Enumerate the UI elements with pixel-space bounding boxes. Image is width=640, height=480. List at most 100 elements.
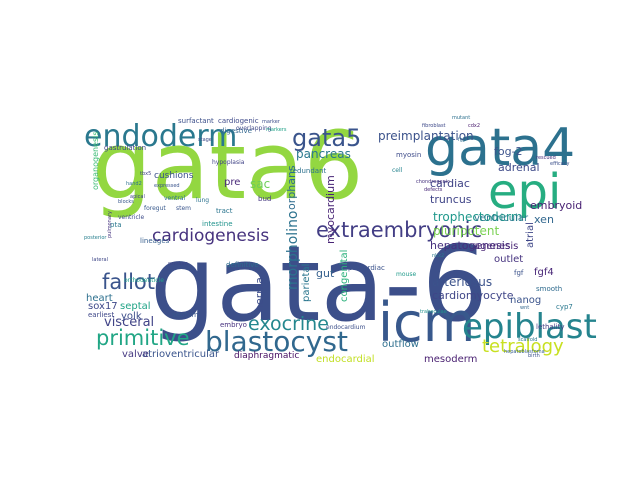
word-ventricular: ventricular: [474, 213, 529, 224]
word-cardiac: cardiac: [430, 177, 470, 190]
word-pta: pta: [110, 221, 122, 229]
word-marker: marker: [262, 119, 280, 125]
word-fog-2: fog-2: [494, 145, 523, 158]
word-earliest: earliest: [88, 311, 115, 319]
word-agenesis: agenesis: [474, 241, 519, 252]
word-posterior: posterior: [84, 235, 107, 241]
word-adrenal: adrenal: [498, 161, 540, 174]
word-mouse: mouse: [396, 271, 417, 278]
word-gata4: gata4: [425, 118, 576, 178]
word-ventral: ventral: [164, 195, 186, 202]
word-cell: cell: [392, 167, 403, 174]
word-icm: icm: [378, 291, 476, 354]
word-cardiogenesis: cardiogenesis: [152, 226, 270, 246]
word-endocardial: endocardial: [316, 354, 375, 365]
word-mesoderm: mesoderm: [424, 354, 478, 365]
word-lethality: lethality: [536, 323, 565, 331]
word-hepatoblastoma: hepatoblastoma: [504, 349, 545, 355]
word-hand2: hand2: [126, 181, 142, 187]
word-lineages: lineages: [140, 237, 170, 245]
word-embryoid: embryoid: [530, 199, 583, 212]
word-smooth: smooth: [536, 285, 563, 293]
word-myosin: myosin: [396, 151, 422, 159]
word-atrioventricular: atrioventricular: [142, 349, 220, 360]
word-gata6: gata6: [92, 112, 364, 221]
word-trabeculae: trabeculae: [420, 309, 447, 315]
word-fgfr: fgfr: [458, 137, 467, 143]
word-foregut: foregut: [144, 205, 166, 212]
word-septal: septal: [120, 301, 151, 312]
word-sox17: sox17: [88, 301, 118, 312]
word-ventricle: ventricle: [118, 214, 145, 221]
word-osmium: osmium: [168, 261, 188, 267]
word-yolk: yolk: [121, 311, 142, 322]
word-atrial: atrial: [525, 222, 536, 248]
word-valve: valve: [122, 349, 149, 360]
word-rescued: rescued: [536, 155, 556, 161]
word-wnt: wnt: [520, 305, 530, 311]
word-truncus: truncus: [430, 193, 472, 206]
word-markers: markers: [266, 127, 287, 133]
word-orthodenticle: orthodenticle: [124, 277, 164, 284]
word-epi: epi: [488, 164, 562, 220]
word-hernia: hernia: [253, 277, 266, 312]
word-overlapping: overlapping: [236, 125, 272, 132]
word-congenital: congenital: [339, 249, 350, 302]
word-pre: pre: [224, 177, 241, 188]
word-pluripotent: pluripotent: [433, 224, 500, 238]
word-nkx2: nkx2: [432, 253, 445, 259]
word-morpholino: morpholino: [285, 210, 301, 290]
word-expressed: expressed: [154, 183, 180, 189]
word-bud: bud: [258, 195, 272, 203]
word-digestive: digestive: [220, 127, 252, 135]
word-nanog: nanog: [510, 295, 542, 306]
word-parietal: parietal: [301, 263, 312, 302]
word-diaphragmatic: diaphragmatic: [234, 351, 300, 361]
word-efficacy: efficacy: [550, 161, 570, 167]
word-hypoplasia: hypoplasia: [212, 159, 245, 166]
word-exocrine: exocrine: [248, 313, 329, 335]
word-cdx2: cdx2: [468, 123, 481, 129]
word-septum: septum: [172, 311, 199, 319]
word-lateral: lateral: [92, 257, 108, 263]
word-gata5: gata5: [292, 124, 362, 152]
word-endoderm: endoderm: [84, 119, 238, 154]
word-lung: lung: [196, 197, 210, 204]
word-organogenesis: organogenesis: [91, 131, 100, 190]
word-epiblast: epiblast: [462, 307, 597, 347]
word-precardiac: precardiac: [348, 264, 385, 272]
word-stem: stem: [176, 205, 192, 212]
word-fgf: fgf: [514, 269, 524, 277]
word-gut: gut: [316, 267, 335, 280]
word-visceral: visceral: [104, 315, 155, 330]
word-intestine: intestine: [202, 220, 233, 228]
word-heart: heart: [86, 293, 113, 304]
word-extraembryonic: extraembryonic: [316, 218, 483, 242]
word-stage: stage: [198, 137, 212, 143]
word-embryo: embryo: [220, 321, 247, 329]
word-defects: defects: [424, 187, 443, 193]
word-xen: xen: [534, 213, 554, 226]
word-cushions: cushions: [154, 171, 194, 181]
word-cardiogenic: cardiogenic: [218, 117, 259, 125]
word-arteriosus: arteriosus: [432, 275, 493, 289]
word-surfactant: surfactant: [178, 117, 214, 125]
word-fgf4: fgf4: [534, 267, 554, 278]
word-fibroblast: fibroblast: [422, 123, 446, 129]
word-tetralogy: tetralogy: [482, 336, 564, 357]
word-cyp7: cyp7: [556, 303, 573, 311]
word-outflow: outflow: [382, 339, 419, 350]
word-tract: tract: [216, 207, 233, 215]
word-blastocyst: blastocyst: [205, 325, 348, 358]
word-fallot: fallot: [102, 270, 156, 294]
word-myocardium: myocardium: [324, 175, 337, 244]
word-mutant: mutant: [452, 115, 471, 121]
word-endocardium: endocardium: [326, 324, 366, 331]
word-tbx5: tbx5: [140, 171, 152, 177]
word-preimplantation: preimplantation: [378, 129, 474, 143]
word-hepatogenesis: hepatogenesis: [430, 239, 511, 252]
word-birth: birth: [528, 353, 540, 359]
word-pulmonary: pulmonary: [107, 211, 113, 238]
word-outlet: outlet: [494, 254, 524, 265]
